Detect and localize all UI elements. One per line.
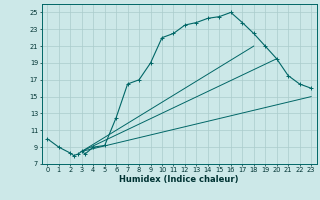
X-axis label: Humidex (Indice chaleur): Humidex (Indice chaleur) xyxy=(119,175,239,184)
